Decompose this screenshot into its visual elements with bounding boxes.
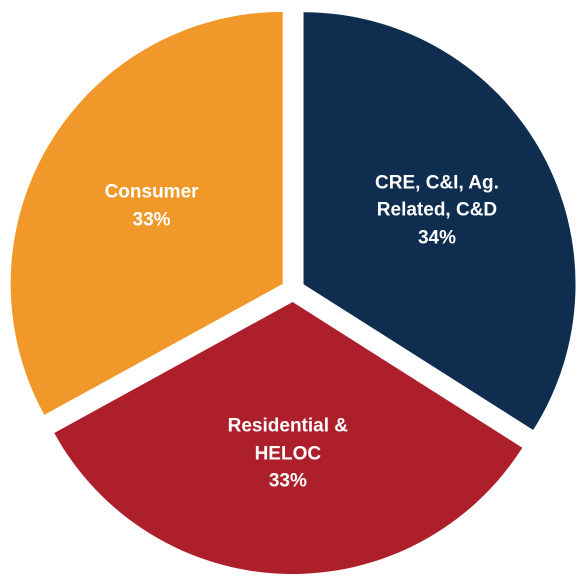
value-label: 33% bbox=[132, 209, 171, 231]
pie-slice bbox=[10, 11, 283, 415]
slice-label: Residential & HELOC 33% bbox=[198, 413, 378, 496]
value-label: 33% bbox=[268, 471, 307, 493]
pie-slice bbox=[303, 12, 576, 430]
slice-label: CRE, C&I, Ag. Related, C&D 34% bbox=[352, 170, 522, 253]
category-label: Consumer bbox=[104, 181, 199, 203]
pie-slice bbox=[54, 301, 523, 574]
category-label: CRE, C&I, Ag. Related, C&D bbox=[375, 172, 499, 222]
value-label: 34% bbox=[417, 227, 456, 249]
slice-label: Consumer 33% bbox=[82, 179, 222, 234]
category-label: Residential & HELOC bbox=[227, 415, 349, 465]
